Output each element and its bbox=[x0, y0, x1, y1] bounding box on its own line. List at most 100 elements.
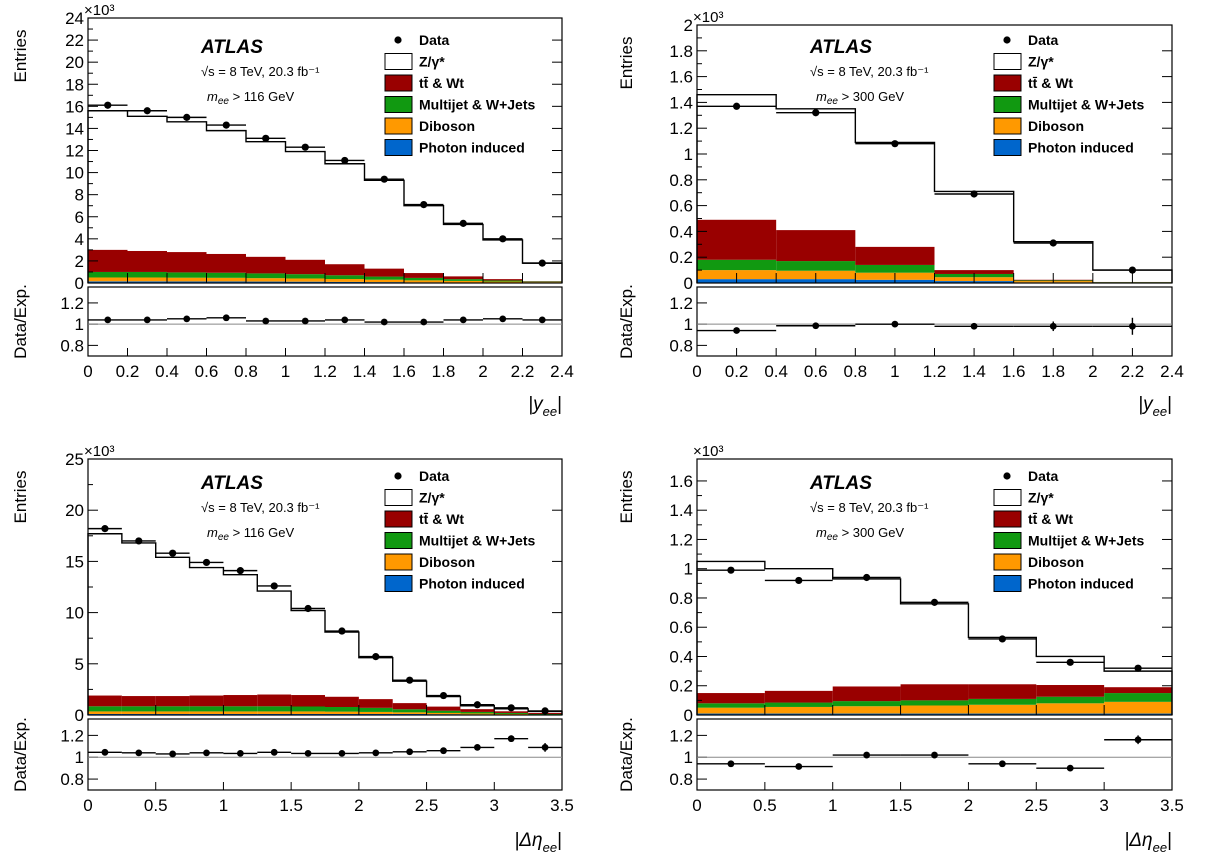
ratio-point bbox=[733, 327, 740, 334]
diboson-bar bbox=[291, 711, 325, 714]
xtick-label: 2.4 bbox=[550, 362, 574, 381]
atlas-label: ATLAS bbox=[809, 37, 872, 58]
ratio-point bbox=[812, 322, 820, 330]
ttbar-bar bbox=[776, 230, 856, 262]
panel-4: 0 0.2 0.4 0.6 0.8 1 1.2 1.4 1.6 0 0.5 1 1.5 2 2.5 3 3.5 0… bbox=[617, 443, 1184, 855]
mass-cut-label: mee > 300 GeV bbox=[816, 525, 904, 543]
xtick-label: 0.6 bbox=[195, 362, 219, 381]
legend-data-marker bbox=[394, 36, 402, 44]
ttbar-bar bbox=[358, 699, 393, 708]
xtick-label: 0.6 bbox=[804, 362, 828, 381]
data-point bbox=[338, 627, 346, 635]
legend-label: Z/γ* bbox=[419, 490, 445, 506]
legend-label: Diboson bbox=[1028, 554, 1084, 570]
ytick-label: 16 bbox=[65, 97, 84, 116]
ttbar-bar bbox=[494, 711, 529, 713]
data-point bbox=[863, 573, 871, 582]
multijet-bar bbox=[285, 274, 325, 279]
legend-label: Multijet & W+Jets bbox=[419, 533, 536, 549]
multijet-bar bbox=[522, 281, 562, 283]
legend-label: Diboson bbox=[419, 118, 475, 134]
legend-data-marker bbox=[394, 472, 402, 480]
ratio-point bbox=[863, 751, 871, 759]
ratio-point bbox=[420, 318, 428, 326]
diboson-bar bbox=[155, 711, 190, 714]
data-point bbox=[104, 101, 112, 109]
data-point bbox=[301, 143, 309, 151]
multijet-bar bbox=[483, 280, 523, 282]
ytick-label: 18 bbox=[65, 75, 84, 94]
legend-swatch bbox=[993, 96, 1022, 113]
atlas-label: ATLAS bbox=[200, 473, 263, 494]
ttbar-bar bbox=[900, 684, 969, 701]
ytick-label: 14 bbox=[65, 119, 84, 138]
ttbar-bar bbox=[443, 276, 483, 280]
ytick-label: 0.4 bbox=[669, 222, 693, 241]
legend-label: Photon induced bbox=[1028, 140, 1134, 156]
ratio-point bbox=[304, 750, 312, 757]
legend-swatch bbox=[384, 575, 413, 592]
legend-swatch bbox=[384, 510, 413, 528]
diboson-bar bbox=[764, 706, 833, 714]
data-point bbox=[812, 109, 820, 117]
ttbar-bar bbox=[88, 695, 122, 707]
legend-label: Photon induced bbox=[1028, 576, 1134, 592]
ratio-point bbox=[406, 748, 414, 756]
ratio-point bbox=[338, 750, 346, 757]
ytick-label: 0.8 bbox=[669, 589, 693, 608]
legend-label: tt̄ & Wt bbox=[419, 75, 464, 91]
ratio-ytick-label: 1 bbox=[684, 315, 693, 334]
mass-cut-label: mee > 116 GeV bbox=[207, 89, 294, 107]
legend-label: Z/γ* bbox=[1028, 490, 1054, 506]
ttbar-bar bbox=[155, 696, 190, 707]
ttbar-bar bbox=[697, 693, 765, 704]
ratio-point bbox=[1134, 736, 1142, 744]
z-gamma-total-histogram bbox=[696, 93, 1173, 283]
ratio-axis-label: Data/Exp. bbox=[11, 717, 30, 792]
ratio-point bbox=[104, 316, 112, 324]
data-point bbox=[538, 259, 546, 267]
photon-induced-bar bbox=[968, 713, 1037, 715]
diboson-bar bbox=[392, 712, 427, 714]
legend-swatch bbox=[993, 553, 1022, 571]
xtick-label: 1.4 bbox=[962, 362, 986, 381]
legend-label: Data bbox=[419, 468, 450, 484]
diboson-bar bbox=[257, 711, 292, 714]
diboson-bar bbox=[1104, 701, 1172, 714]
legend-swatch bbox=[993, 532, 1022, 549]
multijet-bar bbox=[426, 710, 461, 713]
xtick-label: 1.2 bbox=[313, 362, 337, 381]
ytick-label: 4 bbox=[75, 230, 84, 249]
legend-data-marker bbox=[1003, 472, 1011, 480]
diboson-bar bbox=[167, 277, 207, 282]
xtick-label: 0 bbox=[692, 362, 701, 381]
xtick-label: 2 bbox=[478, 362, 487, 381]
ytick-label: 0.6 bbox=[669, 618, 693, 637]
data-point bbox=[135, 537, 143, 545]
ttbar-bar bbox=[404, 273, 444, 278]
xtick-label: 2 bbox=[354, 796, 363, 815]
multijet-bar bbox=[121, 706, 156, 712]
data-point bbox=[222, 121, 230, 129]
legend-data-marker bbox=[1003, 36, 1011, 44]
ttbar-bar bbox=[121, 696, 156, 707]
diboson-bar bbox=[358, 711, 393, 714]
ytick-label: 1.2 bbox=[669, 530, 693, 549]
multijet-bar bbox=[460, 711, 495, 714]
ratio-point bbox=[727, 760, 735, 768]
panel-2: 0 0.2 0.4 0.6 0.8 1 1.2 1.4 1.6 1.8 2 0 0.2 0.4 0.6 0.8… bbox=[617, 9, 1184, 419]
ytick-label: 1 bbox=[684, 560, 693, 579]
y-multiplier: ×10³ bbox=[84, 443, 114, 460]
multijet-bar bbox=[968, 698, 1037, 705]
xtick-label: 0.2 bbox=[725, 362, 749, 381]
ytick-label: 1.8 bbox=[669, 42, 693, 61]
legend-swatch bbox=[993, 575, 1022, 592]
mass-cut-label: mee > 116 GeV bbox=[207, 525, 294, 543]
xtick-label: 1.8 bbox=[1041, 362, 1065, 381]
ytick-label: 10 bbox=[65, 164, 84, 183]
mass-cut-label: mee > 300 GeV bbox=[816, 89, 904, 107]
ytick-label: 1 bbox=[684, 145, 693, 164]
legend-label: Multijet & W+Jets bbox=[1028, 533, 1145, 549]
ytick-label: 1.4 bbox=[669, 93, 693, 112]
